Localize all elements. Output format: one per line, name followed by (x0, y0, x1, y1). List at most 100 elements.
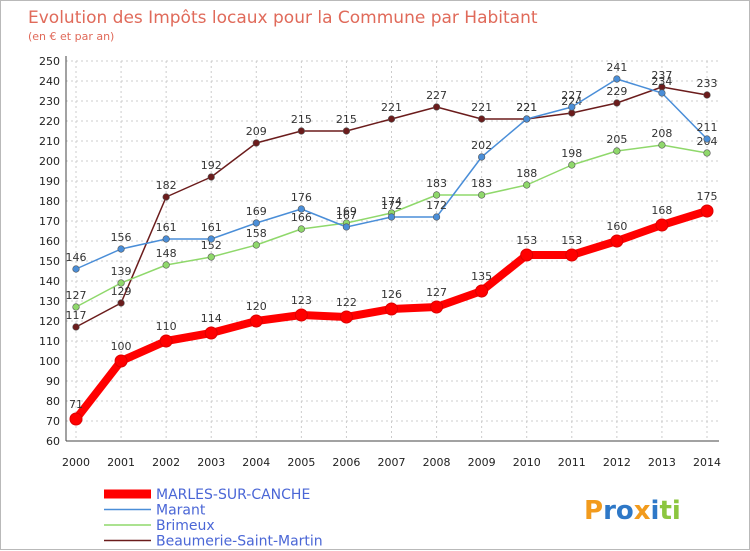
data-point (700, 204, 714, 218)
y-tick-label: 160 (39, 235, 60, 248)
legend-label: MARLES-SUR-CANCHE (156, 487, 310, 503)
data-label: 208 (651, 127, 672, 140)
data-point (207, 253, 215, 261)
data-label: 172 (381, 199, 402, 212)
data-point (162, 235, 170, 243)
data-label: 127 (426, 286, 447, 299)
data-label: 172 (426, 199, 447, 212)
data-point (72, 323, 80, 331)
data-label: 241 (606, 61, 627, 74)
data-label: 153 (561, 234, 582, 247)
data-label: 211 (697, 121, 718, 134)
data-point (297, 127, 305, 135)
data-label: 168 (651, 204, 672, 217)
data-point (703, 91, 711, 99)
data-label: 192 (201, 159, 222, 172)
x-tick-label: 2013 (648, 456, 676, 469)
data-label: 215 (336, 113, 357, 126)
data-label: 175 (697, 190, 718, 203)
data-label: 160 (606, 220, 627, 233)
data-label: 71 (69, 398, 83, 411)
chart-subtitle: (en € et par an) (28, 30, 114, 43)
y-tick-label: 90 (46, 375, 60, 388)
data-label: 221 (381, 101, 402, 114)
data-label: 169 (336, 205, 357, 218)
data-point (162, 261, 170, 269)
data-point (297, 225, 305, 233)
data-label: 227 (426, 89, 447, 102)
data-point (342, 223, 351, 231)
data-label: 135 (471, 270, 492, 283)
x-tick-label: 2005 (287, 456, 315, 469)
data-point (658, 89, 666, 97)
data-label: 221 (516, 101, 537, 114)
y-tick-label: 60 (46, 435, 60, 448)
data-point (114, 354, 128, 368)
x-tick-label: 2006 (332, 456, 360, 469)
data-point (432, 191, 441, 199)
y-tick-label: 180 (39, 195, 60, 208)
data-point (249, 314, 263, 328)
y-tick-label: 220 (39, 115, 60, 128)
data-point (655, 218, 669, 232)
y-tick-label: 70 (46, 415, 60, 428)
data-label: 127 (66, 289, 87, 302)
data-point (703, 135, 711, 143)
data-point (613, 75, 621, 83)
data-point (613, 147, 621, 155)
data-point (204, 326, 218, 340)
data-label: 234 (651, 75, 672, 88)
data-label: 188 (516, 167, 537, 180)
data-point (159, 334, 173, 348)
x-tick-label: 2003 (197, 456, 225, 469)
data-point (432, 103, 441, 111)
data-label: 229 (606, 85, 627, 98)
data-point (610, 234, 624, 248)
data-point (613, 99, 621, 107)
data-label: 161 (201, 221, 222, 234)
y-tick-label: 140 (39, 275, 60, 288)
y-tick-label: 240 (39, 75, 60, 88)
data-point (385, 302, 398, 316)
data-point (117, 299, 125, 307)
data-label: 237 (651, 69, 672, 82)
data-label: 110 (156, 320, 177, 333)
data-label: 100 (111, 340, 132, 353)
data-point (568, 109, 576, 117)
data-label: 123 (291, 294, 312, 307)
data-label: 114 (201, 312, 222, 325)
data-label: 224 (561, 95, 582, 108)
data-point (478, 115, 486, 123)
data-label: 153 (516, 234, 537, 247)
data-label: 158 (246, 227, 267, 240)
y-tick-label: 200 (39, 155, 60, 168)
legend: MARLES-SUR-CANCHEMarantBrimeuxBeaumerie-… (104, 487, 323, 550)
data-label: 156 (111, 231, 132, 244)
data-label: 166 (291, 211, 312, 224)
x-tick-label: 2004 (242, 456, 270, 469)
x-tick-label: 2010 (513, 456, 541, 469)
data-label: 182 (156, 179, 177, 192)
data-label: 122 (336, 296, 357, 309)
data-label: 169 (246, 205, 267, 218)
data-point (69, 412, 83, 426)
x-tick-label: 2001 (107, 456, 135, 469)
data-point (478, 153, 486, 161)
data-label: 117 (66, 309, 87, 322)
data-label: 221 (516, 101, 537, 114)
data-label: 233 (697, 77, 718, 90)
data-point (72, 265, 80, 273)
data-point (520, 248, 534, 262)
data-point (117, 245, 125, 253)
data-label: 221 (471, 101, 492, 114)
proxiti-logo: Proxiti (584, 496, 681, 526)
data-point (432, 213, 441, 221)
data-label: 176 (291, 191, 312, 204)
data-point (387, 213, 396, 221)
y-tick-label: 130 (39, 295, 60, 308)
plot-area: 60 70 80 90 100 110 120 130 140 150 160 170 180 190 20… (39, 55, 721, 469)
x-tick-label: 2000 (62, 456, 90, 469)
legend-label: Beaumerie-Saint-Martin (156, 534, 323, 550)
